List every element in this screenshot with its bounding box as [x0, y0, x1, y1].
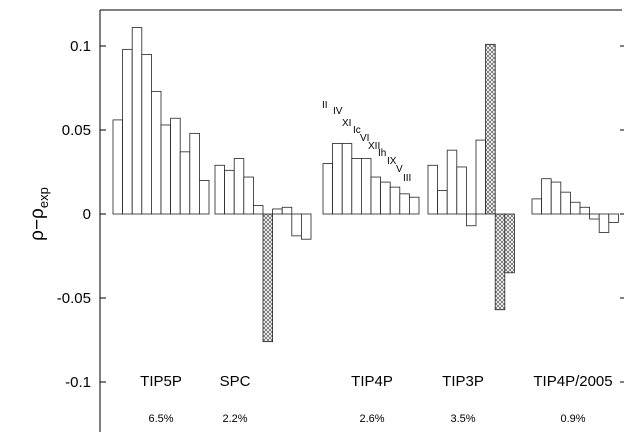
bar — [160, 124, 172, 215]
group-labels: TIP5P 6.5% SPC 2.2% TIP4P 2.6% TIP3P 3.5% TIP4P/… — [140, 373, 612, 425]
bar — [504, 213, 515, 274]
bar — [531, 198, 543, 215]
phase-label: II — [322, 100, 328, 111]
bar — [399, 193, 410, 215]
bar — [179, 151, 191, 215]
bar — [360, 158, 372, 215]
y-tick-label: 0 — [83, 206, 91, 223]
group-percent-label: 3.5% — [450, 413, 475, 425]
bar — [189, 132, 200, 215]
phase-label: III — [403, 173, 411, 184]
group-percent-label: 2.2% — [222, 413, 247, 425]
phase-label: XI — [342, 118, 351, 129]
bar — [233, 158, 245, 215]
bar — [408, 196, 420, 215]
bar — [131, 27, 143, 215]
bar — [224, 169, 235, 215]
bar — [332, 143, 343, 215]
bar — [252, 205, 264, 215]
group-label: TIP4P — [351, 373, 393, 390]
y-tick-label: -0.1 — [65, 374, 91, 391]
bar — [560, 191, 571, 215]
group-label: TIP3P — [442, 373, 484, 390]
y-axis: 0.1 0.05 0 -0.05 -0.1 — [57, 38, 624, 391]
bar — [150, 90, 162, 215]
bar — [351, 158, 362, 215]
bar — [380, 181, 391, 215]
group-label: TIP4P/2005 — [533, 373, 612, 390]
bar — [300, 213, 312, 240]
bar — [389, 186, 401, 215]
phase-label: XII — [368, 141, 380, 152]
bar — [437, 190, 448, 215]
phase-label: Ic — [353, 125, 361, 136]
bar — [485, 43, 496, 215]
y-axis-label-main: ρ−ρ — [27, 208, 48, 241]
bar — [579, 206, 591, 215]
bar — [322, 163, 334, 215]
y-tick-label: 0.05 — [62, 122, 91, 139]
bar — [243, 176, 254, 215]
group-percent-label: 0.9% — [560, 413, 585, 425]
bar — [550, 181, 562, 215]
bar-group — [322, 143, 420, 215]
bar — [475, 139, 487, 215]
bar — [291, 213, 302, 237]
bar — [446, 149, 458, 215]
bar — [170, 117, 181, 215]
bar-group — [214, 158, 312, 343]
plot-frame — [99, 9, 622, 432]
bar-group — [531, 178, 619, 233]
group-label: SPC — [220, 373, 251, 390]
bar — [465, 213, 477, 227]
group-percent-label: 6.5% — [148, 413, 173, 425]
bar — [141, 54, 152, 215]
bar — [281, 206, 293, 215]
bar-group — [427, 43, 515, 311]
phase-label: VI — [360, 133, 369, 144]
phase-label: V — [396, 164, 403, 175]
y-tick-label: -0.05 — [57, 290, 91, 307]
bar — [262, 213, 274, 343]
bar — [198, 179, 210, 215]
bar — [122, 48, 133, 215]
group-percent-label: 2.6% — [359, 413, 384, 425]
bar-group — [112, 27, 210, 215]
y-tick-label: 0.1 — [70, 38, 91, 55]
bar — [589, 213, 600, 220]
bar — [112, 119, 124, 215]
bar — [272, 208, 283, 215]
phase-label: IV — [333, 106, 343, 117]
phase-label: Ih — [378, 148, 386, 159]
bar — [570, 201, 581, 215]
bar — [370, 176, 382, 215]
bar — [427, 164, 439, 215]
bar — [541, 178, 552, 215]
y-axis-label-subscript: exp — [36, 187, 51, 208]
bars — [112, 27, 619, 343]
y-axis-label: ρ−ρexp — [27, 187, 51, 241]
group-label: TIP5P — [140, 373, 182, 390]
bar — [214, 164, 226, 215]
phase-label: IX — [387, 156, 397, 167]
bar — [456, 166, 467, 215]
bar — [608, 213, 619, 223]
bar — [341, 143, 353, 215]
bar — [598, 213, 610, 233]
bar — [494, 213, 506, 311]
